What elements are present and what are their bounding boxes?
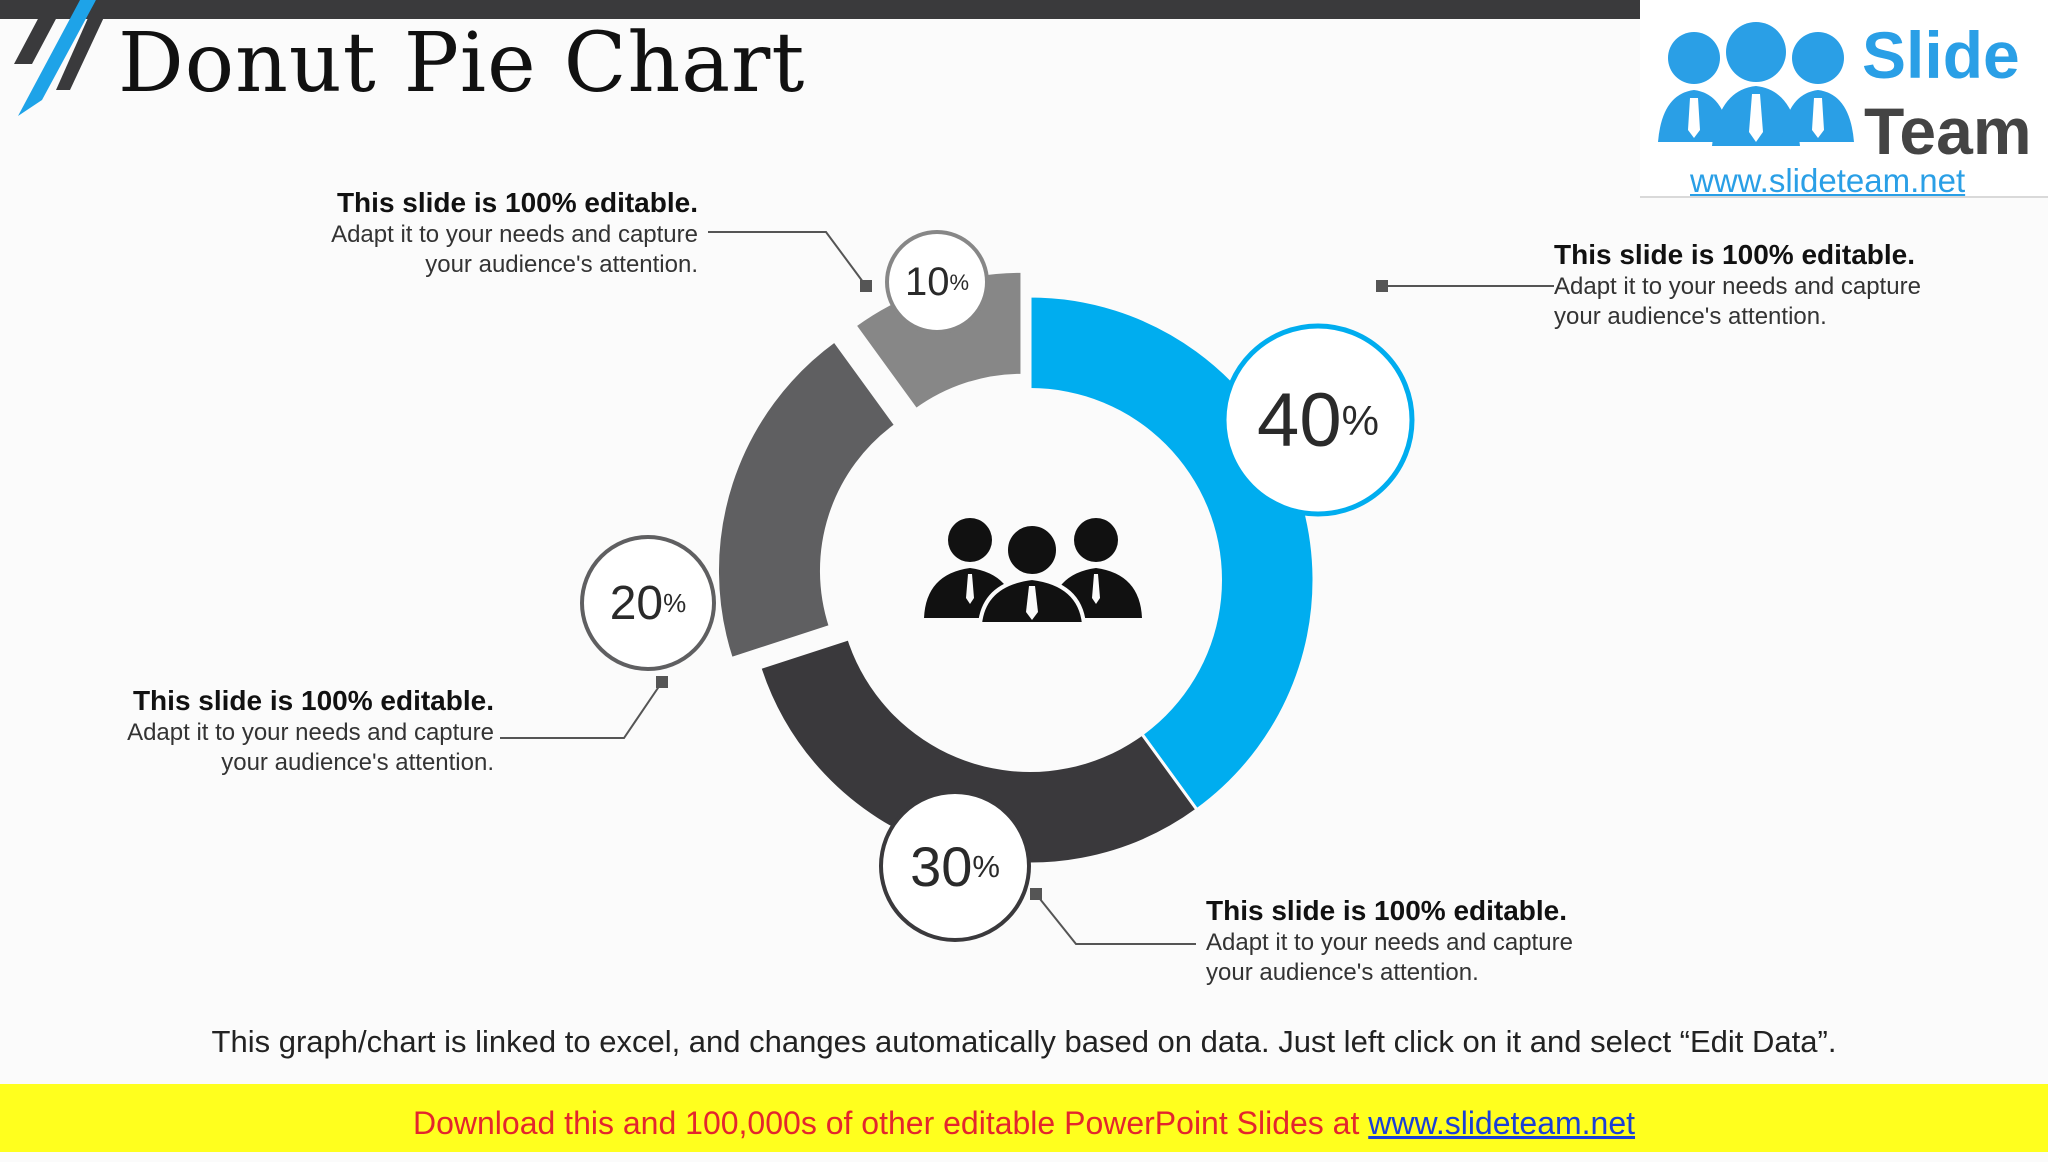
leader-dot — [1376, 280, 1388, 292]
banner-text: Download this and 100,000s of other edit… — [412, 1105, 1369, 1141]
callout-30-percent: This slide is 100% editable. Adapt it to… — [1206, 894, 1686, 988]
page-title: Donut Pie Chart — [118, 16, 806, 111]
leader-line — [500, 681, 663, 739]
banner-link[interactable]: www.slideteam.net — [1368, 1105, 1636, 1141]
leader-line — [1035, 893, 1196, 945]
logo-word-team: Team — [1864, 94, 2032, 168]
leader-dot — [860, 280, 872, 292]
callout-heading: This slide is 100% editable. — [1206, 895, 1568, 926]
callout-text: Adapt it to your needs and capture — [331, 221, 698, 248]
callout-20-percent: This slide is 100% editable. Adapt it to… — [14, 684, 494, 778]
percent-bubble — [1221, 323, 1415, 517]
callout-text: Adapt it to your needs and capture — [127, 719, 494, 746]
callout-text: your audience's attention. — [221, 749, 494, 776]
callout-text: your audience's attention. — [1554, 303, 1827, 330]
percent-label: 30% — [910, 835, 1000, 898]
donut-slice — [716, 338, 898, 661]
percent-bubble — [580, 535, 716, 671]
callout-10-percent: This slide is 100% editable. Adapt it to… — [218, 186, 698, 280]
footer-note: This graph/chart is linked to excel, and… — [211, 1024, 1837, 1059]
percent-label: 10% — [905, 260, 969, 304]
callout-heading: This slide is 100% editable. — [336, 187, 698, 218]
slideteam-logo[interactable]: Slide Team www.slideteam.net — [1640, 0, 2048, 199]
top-bar — [0, 0, 1642, 19]
title-stripes — [14, 0, 112, 116]
percent-bubble — [885, 230, 989, 334]
logo-divider — [1640, 196, 2048, 198]
leader-dot — [656, 676, 668, 688]
percent-label: 20% — [610, 577, 687, 630]
people-group-icon — [924, 518, 1142, 626]
leader-dot — [1030, 888, 1042, 900]
callout-heading: This slide is 100% editable. — [1554, 239, 1916, 270]
leader-line — [708, 231, 867, 287]
percent-label: 40% — [1257, 378, 1379, 463]
callout-text: your audience's attention. — [425, 251, 698, 278]
percent-bubble — [879, 790, 1031, 942]
callout-heading: This slide is 100% editable. — [132, 685, 494, 716]
download-banner: Download this and 100,000s of other edit… — [0, 1084, 2048, 1152]
logo-word-slide: Slide — [1862, 18, 2020, 92]
callout-text: your audience's attention. — [1206, 959, 1479, 986]
callout-text: Adapt it to your needs and capture — [1206, 929, 1573, 956]
callout-40-percent: This slide is 100% editable. Adapt it to… — [1554, 238, 2034, 332]
callout-text: Adapt it to your needs and capture — [1554, 273, 1921, 300]
logo-url-link[interactable]: www.slideteam.net — [1690, 162, 1966, 199]
people-logo-icon — [1658, 22, 1854, 146]
